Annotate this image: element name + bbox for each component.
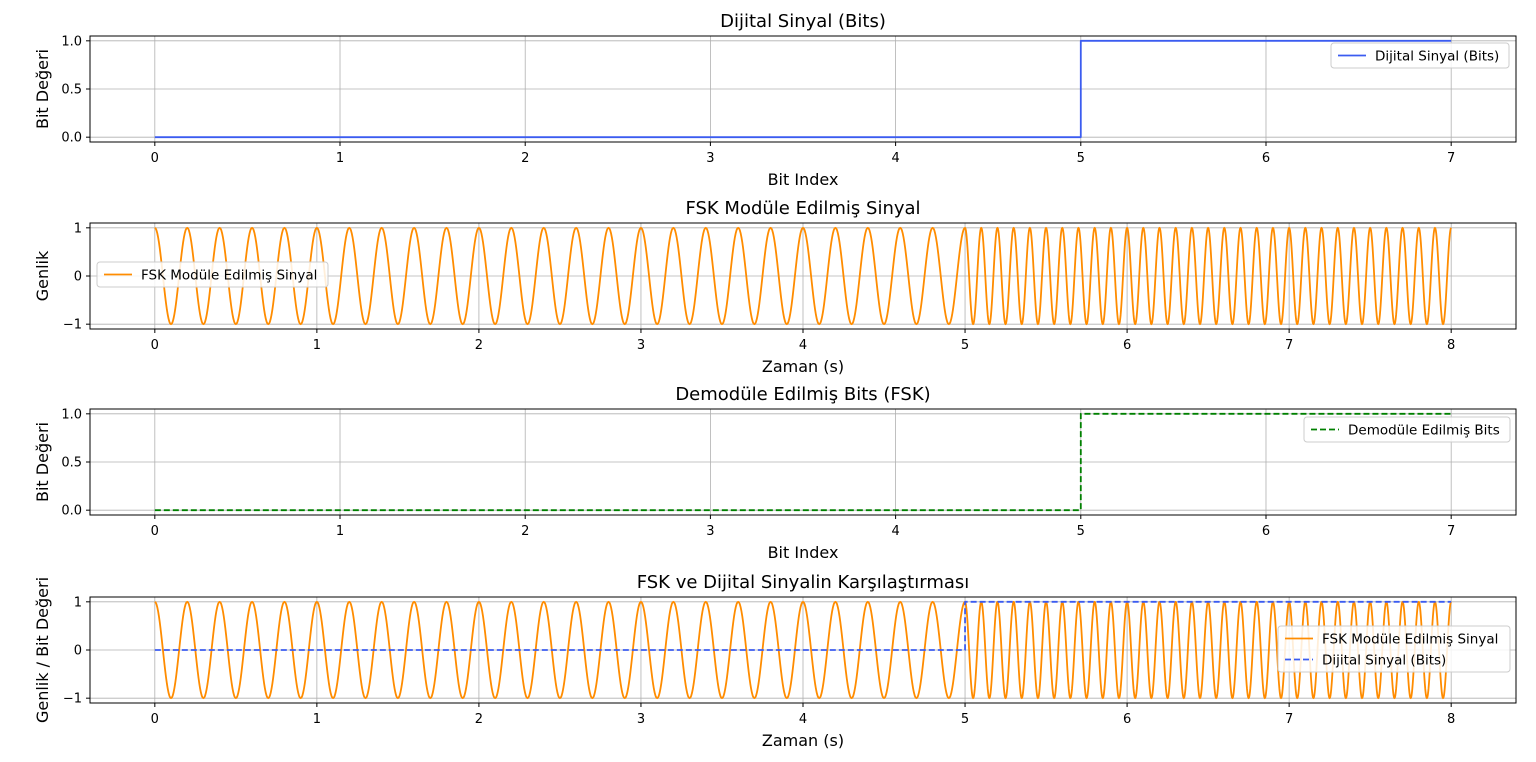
y-tick-label: −1 [63, 692, 82, 707]
y-tick-label: −1 [63, 318, 82, 333]
chart-title: Dijital Sinyal (Bits) [720, 11, 886, 32]
legend-label: Dijital Sinyal (Bits) [1375, 49, 1499, 65]
x-tick-label: 5 [1077, 524, 1085, 539]
chart-title: FSK ve Dijital Sinyalin Karşılaştırması [637, 572, 970, 593]
y-tick-label: 0.0 [61, 504, 82, 519]
x-tick-label: 3 [637, 338, 645, 353]
legend-label: FSK Modüle Edilmiş Sinyal [141, 268, 317, 284]
series-line-1 [154, 39, 1452, 139]
x-tick-label: 0 [151, 151, 159, 166]
x-tick-label: 2 [521, 151, 529, 166]
x-tick-label: 7 [1285, 338, 1293, 353]
x-tick-label: 2 [475, 712, 483, 727]
x-tick-label: 4 [891, 151, 899, 166]
x-axis-label: Bit Index [768, 543, 839, 562]
x-tick-label: 1 [313, 712, 321, 727]
series-group [154, 39, 1452, 139]
x-tick-label: 0 [151, 712, 159, 727]
y-tick-label: 0.0 [61, 131, 82, 146]
x-tick-label: 5 [961, 338, 969, 353]
x-tick-label: 7 [1447, 151, 1455, 166]
series-line-2 [154, 600, 1452, 651]
legend-label: Dijital Sinyal (Bits) [1322, 653, 1446, 669]
legend: Demodüle Edilmiş Bits [1303, 416, 1511, 443]
x-tick-label: 1 [313, 338, 321, 353]
y-axis-label: Bit Değeri [33, 49, 52, 129]
x-tick-label: 4 [891, 524, 899, 539]
legend: FSK Modüle Edilmiş Sinyal [96, 261, 329, 288]
x-tick-label: 7 [1447, 524, 1455, 539]
legend-label: Demodüle Edilmiş Bits [1348, 423, 1500, 439]
y-tick-label: 1.0 [61, 407, 82, 422]
x-tick-label: 1 [336, 151, 344, 166]
subplot-4: 0 1 2 3 4 5 6 7 8 −1 0 1 FSK ve Dijital Sinyalin Kar… [33, 572, 1517, 750]
series-line-1 [154, 226, 1452, 326]
y-axis-label: Bit Değeri [33, 422, 52, 502]
series-line-1 [154, 412, 1452, 512]
subplot-1: 0 1 2 3 4 5 6 7 0.0 0.5 1.0 Dijital Sinyal (Bits) Bi… [33, 11, 1517, 189]
legend: FSK Modüle Edilmiş Sinyal Dijital Sinyal … [1277, 625, 1511, 673]
x-tick-label: 0 [151, 524, 159, 539]
x-axis-label: Bit Index [768, 170, 839, 189]
x-tick-label: 6 [1123, 712, 1131, 727]
subplot-3: 0 1 2 3 4 5 6 7 0.0 0.5 1.0 Demodüle Edilmiş Bits (… [33, 384, 1517, 562]
y-tick-label: 1.0 [61, 34, 82, 49]
legend: Dijital Sinyal (Bits) [1330, 42, 1510, 69]
legend-box [96, 261, 329, 288]
x-tick-label: 2 [475, 338, 483, 353]
chart-title: FSK Modüle Edilmiş Sinyal [685, 198, 920, 219]
x-tick-label: 3 [637, 712, 645, 727]
y-tick-label: 1 [74, 221, 82, 236]
x-axis-label: Zaman (s) [762, 357, 844, 376]
subplot-2: 0 1 2 3 4 5 6 7 8 −1 0 1 FSK Modüle Edilmiş Sinyal Za… [33, 198, 1517, 376]
x-tick-label: 6 [1123, 338, 1131, 353]
x-axis-label: Zaman (s) [762, 731, 844, 750]
y-tick-label: 0.5 [61, 83, 82, 98]
y-tick-label: 0.5 [61, 456, 82, 471]
x-tick-label: 6 [1262, 524, 1270, 539]
y-axis-label: Genlik / Bit Değeri [33, 577, 52, 723]
legend-box [1303, 416, 1511, 443]
x-tick-label: 2 [521, 524, 529, 539]
x-tick-label: 3 [706, 151, 714, 166]
legend-box [1277, 625, 1511, 673]
x-tick-label: 8 [1447, 338, 1455, 353]
x-tick-label: 3 [706, 524, 714, 539]
x-tick-label: 4 [799, 712, 807, 727]
x-tick-label: 4 [799, 338, 807, 353]
series-group [154, 412, 1452, 512]
legend-label: FSK Modüle Edilmiş Sinyal [1322, 632, 1498, 648]
legend-box [1330, 42, 1510, 69]
chart-title: Demodüle Edilmiş Bits (FSK) [675, 384, 930, 405]
y-tick-label: 0 [74, 270, 82, 285]
x-tick-label: 5 [1077, 151, 1085, 166]
x-tick-label: 7 [1285, 712, 1293, 727]
x-tick-label: 5 [961, 712, 969, 727]
y-tick-label: 1 [74, 595, 82, 610]
x-tick-label: 0 [151, 338, 159, 353]
x-tick-label: 6 [1262, 151, 1270, 166]
series-group [154, 226, 1452, 326]
x-tick-label: 8 [1447, 712, 1455, 727]
y-axis-label: Genlik [33, 250, 52, 301]
x-tick-label: 1 [336, 524, 344, 539]
y-tick-label: 0 [74, 644, 82, 659]
